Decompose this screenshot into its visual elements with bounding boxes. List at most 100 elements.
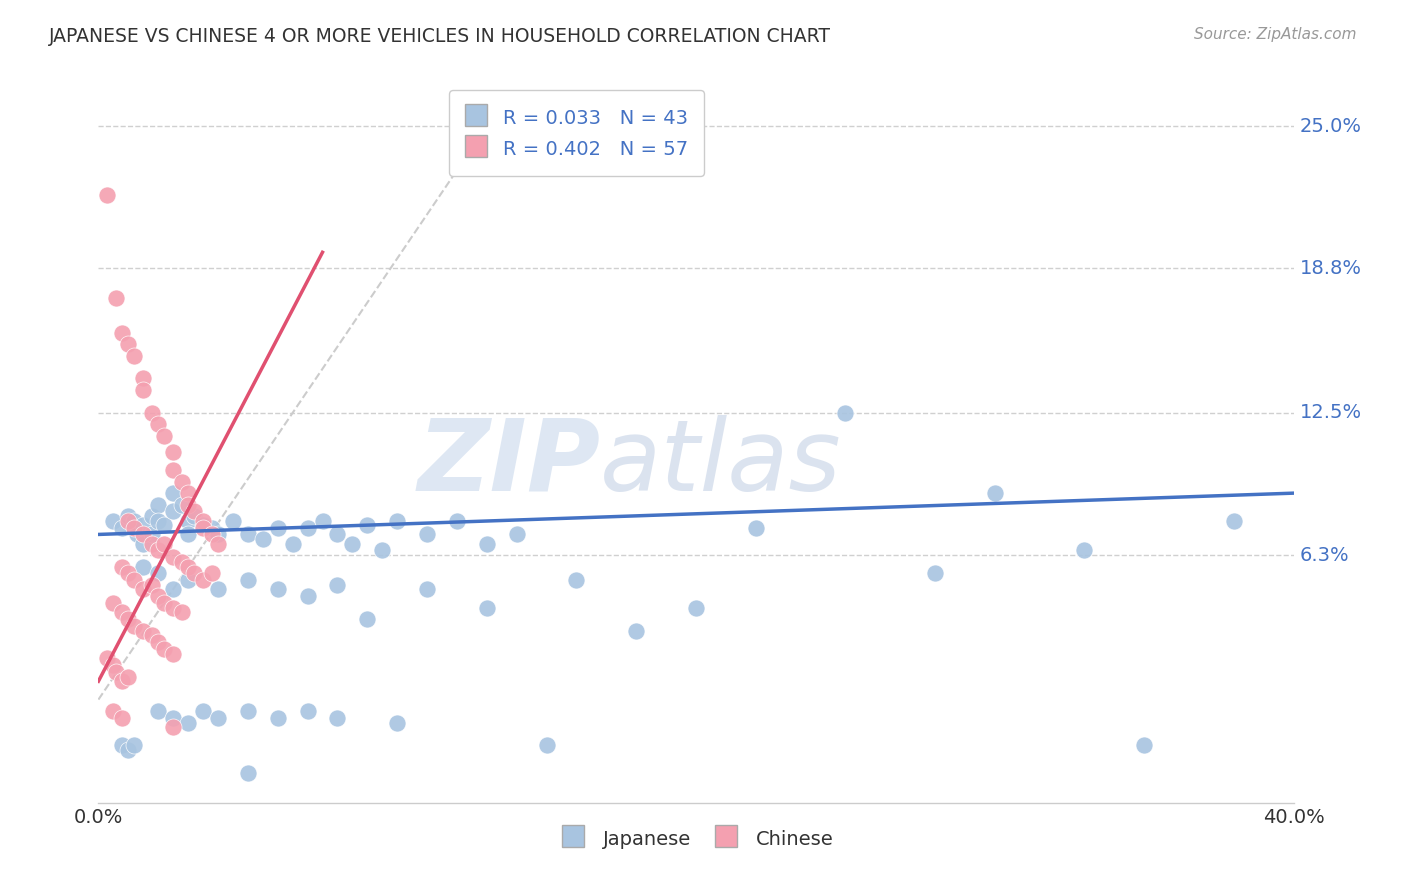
Text: JAPANESE VS CHINESE 4 OR MORE VEHICLES IN HOUSEHOLD CORRELATION CHART: JAPANESE VS CHINESE 4 OR MORE VEHICLES I… [49,27,831,45]
Point [252,532,274,546]
Point [148,566,170,581]
Point [236,527,259,541]
Point [984,486,1007,500]
Point [183,504,205,518]
Point [326,578,349,592]
Point [132,383,155,397]
Point [132,536,155,550]
Point [172,606,194,620]
Point [416,582,439,597]
Point [207,582,229,597]
Point [191,574,214,588]
Point [148,498,170,512]
Point [124,619,146,633]
Point [148,704,170,718]
Point [267,711,290,725]
Point [172,498,194,512]
Point [105,291,128,305]
Text: 18.8%: 18.8% [1299,259,1361,278]
Point [162,647,184,661]
Point [103,596,125,610]
Point [177,559,200,574]
Point [162,504,184,518]
Point [105,665,128,679]
Point [222,514,245,528]
Point [132,518,155,533]
Point [117,337,139,351]
Point [111,326,134,340]
Point [1073,543,1095,558]
Point [153,642,176,657]
Point [153,429,176,443]
Point [297,590,319,604]
Point [236,704,259,718]
Point [117,743,139,757]
Point [111,739,134,753]
Point [626,624,648,638]
Text: atlas: atlas [600,415,842,512]
Point [141,527,163,541]
Point [141,578,163,592]
Point [153,536,176,550]
Point [207,527,229,541]
Point [236,766,259,780]
Point [162,720,184,734]
Point [162,600,184,615]
Point [1133,739,1156,753]
Point [172,475,194,489]
Point [177,527,200,541]
Point [201,566,224,581]
Point [191,514,214,528]
Point [236,574,259,588]
Point [103,658,125,673]
Point [267,582,290,597]
Point [96,188,118,202]
Point [924,566,946,581]
Point [356,612,378,626]
Point [475,536,498,550]
Point [153,596,176,610]
Point [132,371,155,385]
Point [111,520,134,534]
Point [132,582,155,597]
Point [162,445,184,459]
Point [475,600,498,615]
Point [267,520,290,534]
Point [124,574,146,588]
Point [177,715,200,730]
Point [153,518,176,533]
Point [416,527,439,541]
Point [834,406,856,420]
Point [385,715,409,730]
Text: Source: ZipAtlas.com: Source: ZipAtlas.com [1194,27,1357,42]
Text: 12.5%: 12.5% [1299,403,1361,423]
Point [191,518,214,533]
Point [162,550,184,565]
Point [111,674,134,689]
Point [141,509,163,524]
Point [96,651,118,665]
Text: ZIP: ZIP [418,415,600,512]
Point [111,559,134,574]
Point [745,520,768,534]
Point [177,486,200,500]
Point [103,704,125,718]
Point [191,704,214,718]
Point [356,518,378,533]
Point [141,628,163,642]
Point [117,514,139,528]
Point [124,520,146,534]
Point [148,417,170,432]
Point [124,349,146,363]
Point [132,624,155,638]
Point [111,711,134,725]
Point [446,514,468,528]
Point [297,704,319,718]
Text: 25.0%: 25.0% [1299,117,1361,136]
Point [117,509,139,524]
Point [371,543,394,558]
Point [132,527,155,541]
Point [201,520,224,534]
Point [111,606,134,620]
Point [183,566,205,581]
